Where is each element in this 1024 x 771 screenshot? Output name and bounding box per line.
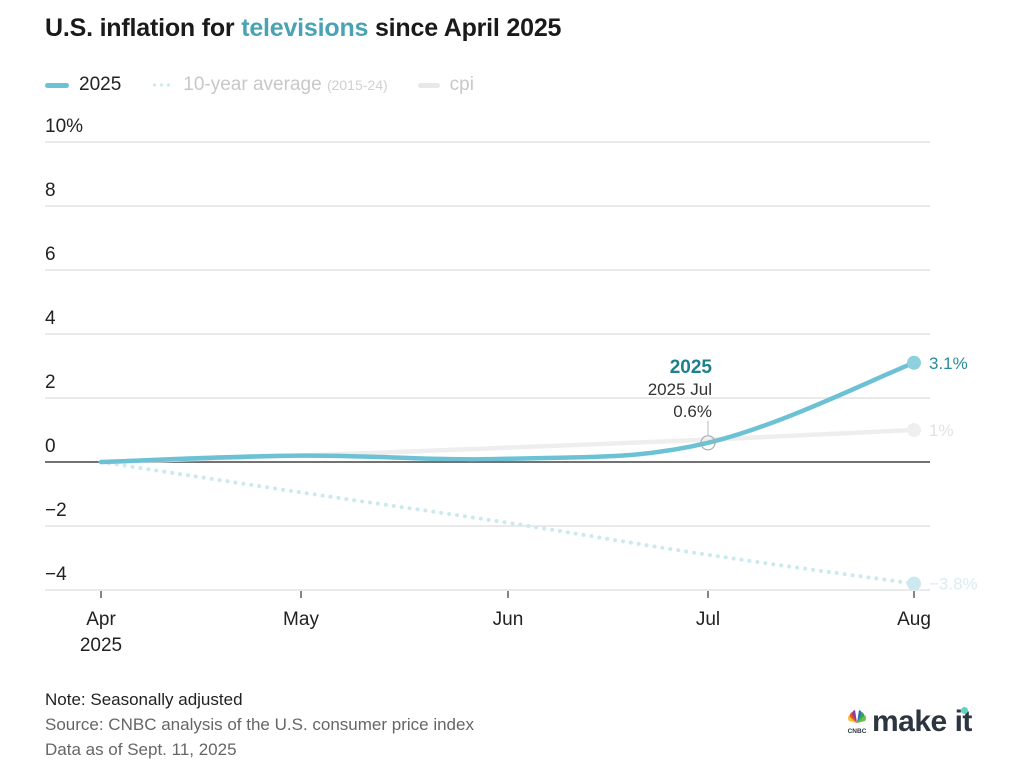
logo-dot-icon bbox=[960, 707, 968, 714]
end-label-2025: 3.1% bbox=[929, 354, 968, 373]
y-tick-label: 4 bbox=[45, 308, 56, 329]
data-date-note: Data as of Sept. 11, 2025 bbox=[45, 740, 237, 759]
footer: Note: Seasonally adjusted Source: CNBC a… bbox=[45, 687, 474, 762]
legend-item-2025[interactable]: 2025 bbox=[45, 74, 121, 96]
legend-swatch-dotted-icon bbox=[151, 83, 174, 87]
series-line-cpi-end-marker bbox=[907, 423, 921, 437]
line-chart: 10% 8 6 4 2 0 −2 −4 Apr 2025 May Jun Jul Aug 2025 20… bbox=[45, 116, 978, 656]
y-axis-tick-labels: 10% 8 6 4 2 0 −2 −4 bbox=[45, 116, 83, 585]
source-note: Source: CNBC analysis of the U.S. consum… bbox=[45, 715, 474, 734]
chart-title: U.S. inflation for televisions since Apr… bbox=[45, 14, 561, 43]
series-lines bbox=[98, 355, 921, 591]
series-line-10yr-average-end-marker bbox=[907, 576, 921, 591]
tooltip-series: 2025 bbox=[670, 357, 713, 378]
gridlines bbox=[45, 141, 930, 591]
x-axis-ticks: Apr 2025 May Jun Jul Aug bbox=[80, 591, 931, 656]
legend-label-10yr-average: 10-year average (2015-24) bbox=[183, 74, 387, 96]
logo-network: CNBC bbox=[848, 728, 867, 735]
x-tick-label: 2025 bbox=[80, 635, 122, 656]
legend-avg-main: 10-year average bbox=[183, 74, 322, 95]
legend-label-cpi: cpi bbox=[449, 74, 474, 95]
title-prefix: U.S. inflation for bbox=[45, 14, 242, 42]
legend-item-cpi[interactable]: cpi bbox=[417, 74, 474, 96]
tooltip: 2025 2025 Jul 0.6% bbox=[648, 357, 716, 451]
series-line-2025 bbox=[98, 360, 917, 465]
footnote: Note: Seasonally adjusted bbox=[45, 690, 243, 709]
x-tick-label: May bbox=[283, 609, 319, 630]
title-suffix: since April 2025 bbox=[368, 14, 562, 42]
y-tick-label: 2 bbox=[45, 372, 56, 393]
end-labels: 3.1% 1% −3.8% bbox=[929, 354, 978, 594]
y-tick-label: 10% bbox=[45, 116, 83, 137]
x-tick-label: Jun bbox=[493, 609, 524, 630]
logo-brand: make it bbox=[872, 705, 972, 739]
title-highlight: televisions bbox=[241, 14, 369, 42]
cnbc-peacock-icon: CNBC bbox=[848, 710, 867, 735]
tooltip-value: 0.6% bbox=[673, 402, 712, 421]
y-tick-label: −2 bbox=[45, 500, 67, 521]
y-tick-label: 6 bbox=[45, 244, 56, 265]
tooltip-period: 2025 Jul bbox=[648, 380, 712, 399]
legend-avg-sub: (2015-24) bbox=[326, 77, 388, 93]
cnbc-make-it-logo: CNBC make it bbox=[846, 705, 973, 739]
x-tick-label: Apr bbox=[86, 609, 116, 630]
tooltip-marker bbox=[700, 435, 716, 451]
logo-brand-text: make it bbox=[872, 705, 972, 738]
y-tick-label: 8 bbox=[45, 180, 56, 201]
x-tick-label: Aug bbox=[897, 609, 931, 630]
end-label-10yr-average: −3.8% bbox=[929, 575, 978, 594]
legend-swatch-cpi-icon bbox=[417, 82, 440, 88]
x-tick-label: Jul bbox=[696, 609, 720, 630]
legend: 2025 10-year average (2015-24) cpi bbox=[45, 74, 504, 96]
end-label-cpi: 1% bbox=[929, 421, 954, 440]
series-line-10yr-average bbox=[99, 460, 916, 586]
legend-swatch-solid-icon bbox=[45, 82, 69, 88]
legend-item-10yr-average[interactable]: 10-year average (2015-24) bbox=[151, 74, 388, 96]
series-line-2025-end-marker bbox=[907, 355, 921, 370]
legend-label-2025: 2025 bbox=[79, 74, 122, 95]
y-tick-label: −4 bbox=[45, 564, 67, 585]
y-tick-label: 0 bbox=[45, 436, 56, 457]
